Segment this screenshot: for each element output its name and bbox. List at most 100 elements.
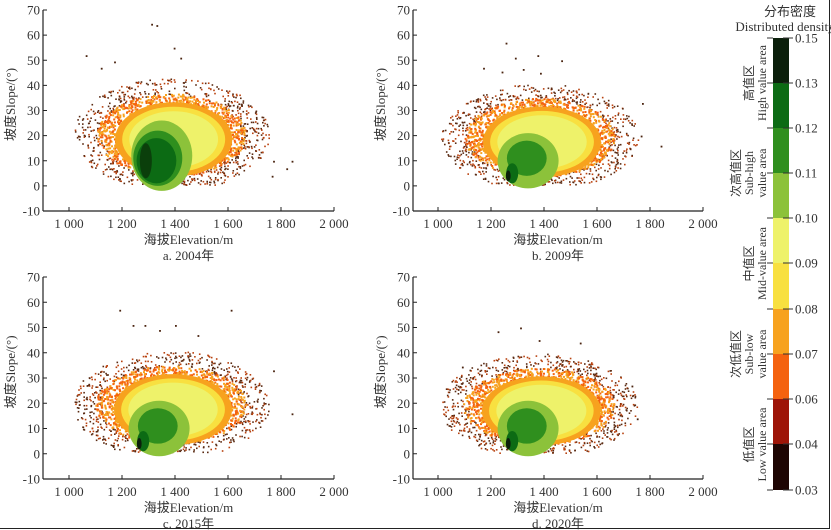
data-point <box>487 118 490 121</box>
data-point <box>128 436 131 439</box>
data-point <box>478 130 481 132</box>
data-point <box>481 129 484 132</box>
data-point <box>75 403 77 406</box>
data-point <box>228 426 231 429</box>
data-point <box>125 384 128 387</box>
data-point <box>103 392 106 395</box>
data-point <box>193 177 196 180</box>
data-point <box>457 116 460 119</box>
data-point <box>590 113 592 116</box>
outlier-point <box>640 135 643 138</box>
data-point <box>601 384 603 386</box>
data-point <box>231 386 234 389</box>
data-point <box>154 84 156 86</box>
data-point <box>109 150 112 153</box>
data-point <box>241 129 244 132</box>
data-point <box>476 121 479 123</box>
data-point <box>108 157 111 160</box>
data-point <box>552 364 555 367</box>
outlier-point <box>100 67 103 70</box>
data-point <box>188 358 191 361</box>
data-point <box>227 393 230 396</box>
data-point <box>615 127 618 129</box>
data-point <box>599 110 602 113</box>
data-point <box>584 103 586 105</box>
data-point <box>600 178 602 181</box>
data-point <box>120 163 123 166</box>
data-point <box>556 99 559 102</box>
data-point <box>573 180 576 182</box>
data-point <box>108 130 111 133</box>
data-point <box>626 148 628 150</box>
data-point <box>622 125 624 128</box>
data-point <box>588 182 591 184</box>
data-point <box>132 369 135 371</box>
data-point <box>120 106 123 109</box>
data-point <box>267 125 269 128</box>
data-point <box>232 172 234 174</box>
data-point <box>241 411 244 414</box>
data-point <box>472 118 474 121</box>
data-point <box>227 92 230 94</box>
data-point <box>470 128 473 130</box>
data-point <box>136 368 139 371</box>
data-point <box>459 124 462 126</box>
data-point <box>227 104 230 106</box>
data-point <box>474 124 477 127</box>
data-point <box>104 163 106 166</box>
data-point <box>491 182 493 185</box>
data-point <box>173 371 176 374</box>
data-point <box>624 384 627 387</box>
data-point <box>598 164 600 167</box>
data-point <box>129 166 132 169</box>
x-tick-label: 1 800 <box>266 216 295 231</box>
data-point <box>168 97 171 100</box>
data-point <box>254 112 257 114</box>
data-point <box>232 124 235 127</box>
data-point <box>221 111 224 114</box>
data-point <box>485 112 488 115</box>
data-point <box>191 179 194 182</box>
data-point <box>219 379 222 382</box>
data-point <box>248 106 250 108</box>
data-point <box>514 95 516 98</box>
data-point <box>74 129 77 132</box>
data-point <box>113 168 115 170</box>
y-tick-label: 0 <box>404 178 411 193</box>
data-point <box>84 408 86 411</box>
data-point <box>510 99 513 101</box>
data-point <box>608 146 611 149</box>
data-point <box>103 390 106 393</box>
data-point <box>231 137 234 140</box>
data-point <box>577 372 580 375</box>
data-point <box>465 142 467 145</box>
data-point <box>153 369 156 372</box>
data-point <box>616 138 618 140</box>
data-point <box>480 143 483 145</box>
data-point <box>242 143 245 145</box>
data-point <box>131 362 134 364</box>
data-point <box>607 149 610 152</box>
data-point <box>85 422 88 425</box>
data-point <box>165 358 168 361</box>
data-point <box>473 122 476 125</box>
data-point <box>136 98 138 101</box>
data-point <box>120 120 122 123</box>
data-point <box>466 146 468 148</box>
data-point <box>92 129 94 132</box>
data-point <box>224 391 227 394</box>
data-point <box>204 93 206 95</box>
data-point <box>235 369 237 372</box>
data-point <box>238 103 240 105</box>
data-point <box>625 155 627 158</box>
data-point <box>442 140 444 142</box>
data-point <box>497 105 500 108</box>
data-point <box>519 104 522 107</box>
y-tick-label: 60 <box>27 28 40 43</box>
data-point <box>240 377 242 379</box>
data-point <box>590 110 592 113</box>
data-point <box>450 155 452 158</box>
data-point <box>594 93 597 95</box>
data-point <box>477 156 480 159</box>
data-point <box>496 178 498 181</box>
